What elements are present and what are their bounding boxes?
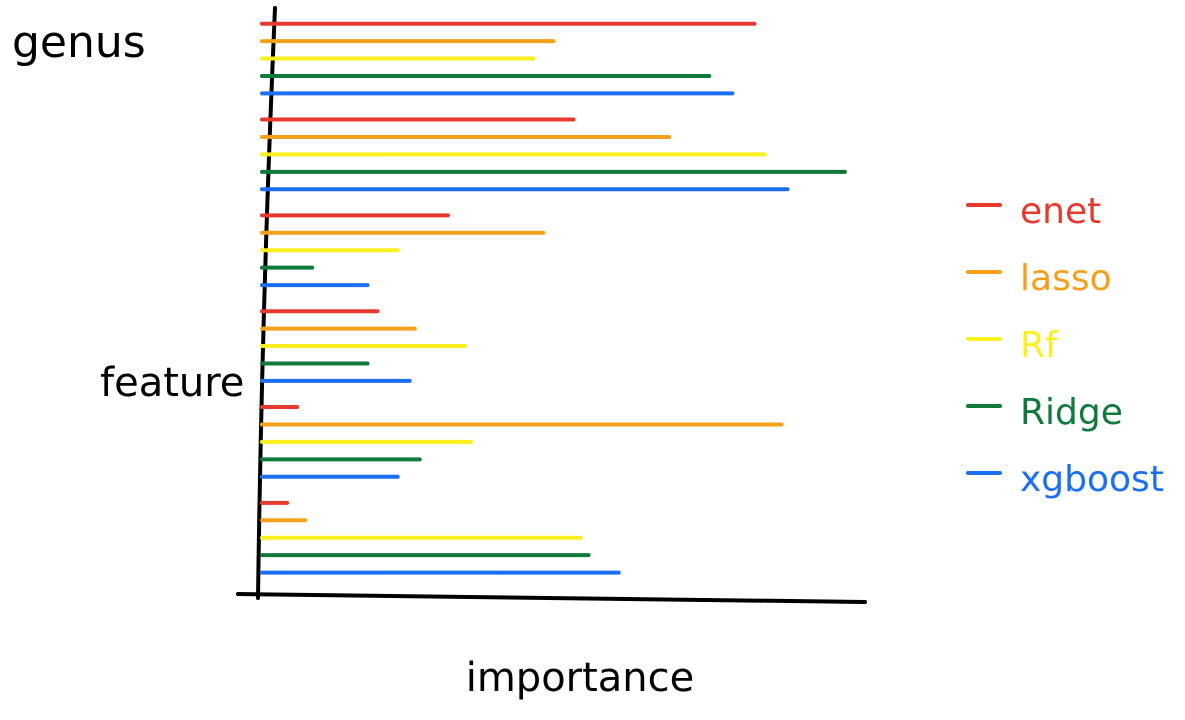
x-axis-label: importance [466, 655, 695, 701]
x-axis [236, 592, 867, 604]
legend-label: enet [1020, 191, 1101, 232]
legend-label: xgboost [1020, 459, 1164, 500]
legend-label: Ridge [1020, 392, 1123, 433]
legend-label: Rf [1020, 325, 1059, 366]
chart-title: genus [12, 17, 146, 68]
y-axis-label: feature [100, 360, 244, 406]
y-axis [256, 6, 277, 600]
legend-label: lasso [1020, 258, 1112, 299]
